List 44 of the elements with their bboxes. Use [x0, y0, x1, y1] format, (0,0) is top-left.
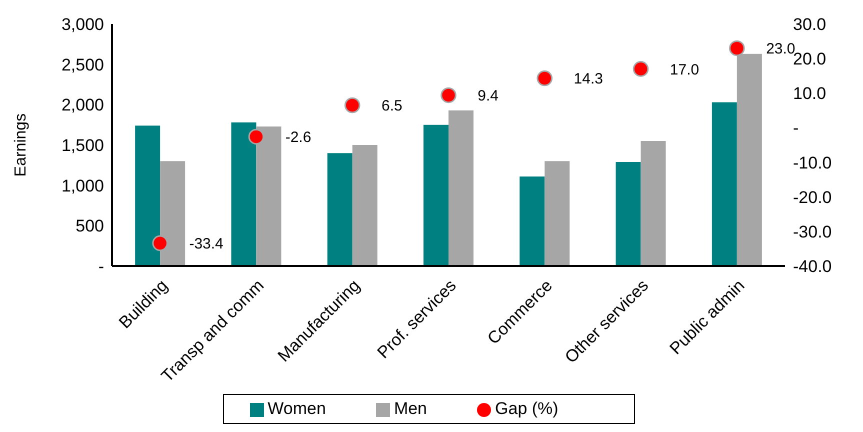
point: [248, 128, 264, 145]
bar: [544, 161, 570, 266]
data-label: 23.0: [766, 40, 796, 58]
y-tick-label: 500: [76, 216, 104, 236]
y2-tick-label: -10.0: [793, 153, 832, 172]
legend-label: Gap (%): [495, 399, 558, 418]
data-label: -33.4: [189, 236, 224, 253]
y-tick-label: -: [98, 257, 104, 276]
legend-label: Men: [394, 399, 428, 418]
y-tick-label: 2,000: [61, 96, 104, 115]
y2-tick-label: -20.0: [793, 188, 832, 207]
bar: [424, 124, 449, 266]
point: [632, 61, 649, 77]
point: [440, 87, 456, 104]
bar: [327, 153, 352, 266]
y-tick-label: 1,500: [61, 136, 104, 156]
y-tick-label: 1,000: [61, 176, 104, 196]
y2-tick-label: 30.0: [793, 15, 826, 34]
point: [344, 97, 360, 114]
bar: [135, 126, 160, 266]
bar: [448, 110, 474, 266]
data-label: -2.6: [285, 129, 312, 146]
bar: [616, 162, 641, 266]
data-label: 17.0: [670, 61, 700, 78]
bar: [712, 102, 737, 266]
bar: [352, 145, 378, 266]
data-label: 6.5: [381, 98, 402, 115]
y2-tick-label: 20.0: [793, 50, 826, 69]
legend-label: Women: [268, 399, 326, 418]
y2-tick-label: 10.0: [793, 84, 826, 104]
bar: [520, 176, 545, 266]
bar: [640, 140, 666, 266]
y-axis-title: Earnings: [12, 113, 30, 177]
y2-tick-label: -40.0: [793, 257, 832, 276]
point: [729, 40, 745, 56]
y-tick-label: 2,500: [61, 55, 104, 74]
data-label: 14.3: [574, 70, 603, 88]
y2-tick-label: -: [793, 118, 799, 138]
point: [152, 235, 168, 252]
y2-tick-label: -30.0: [793, 222, 832, 242]
y-tick-label: 3,000: [61, 15, 104, 34]
bar: [231, 122, 256, 266]
point: [536, 70, 553, 86]
data-label: 9.4: [478, 88, 498, 105]
